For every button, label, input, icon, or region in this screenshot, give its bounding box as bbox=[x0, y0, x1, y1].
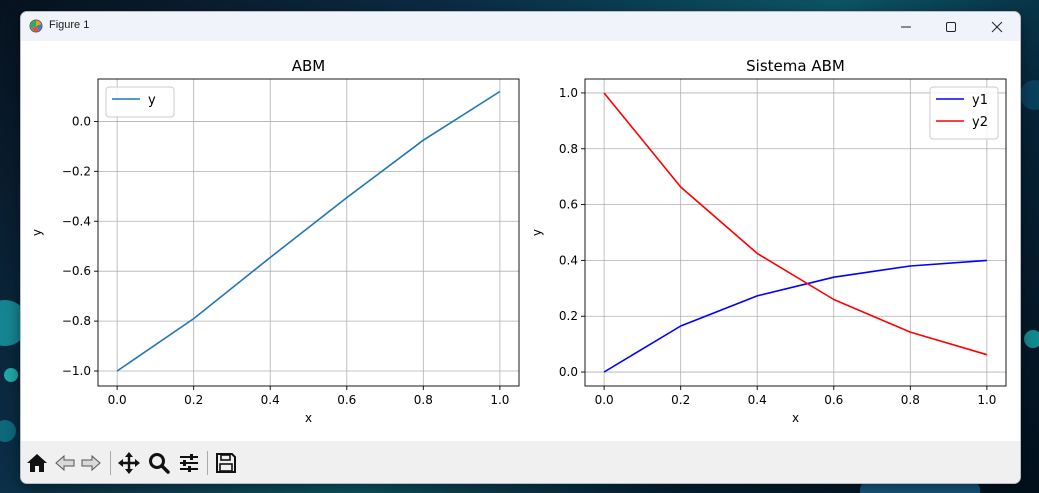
figure-window: Figure 1 0.0 0.2 0.4 0.6 0.8 1.0 −1.0 −0.8 −0.6 −… bbox=[20, 11, 1021, 484]
subplot-1: 0.0 0.2 0.4 0.6 0.8 1.0 −1.0 −0.8 −0.6 −0.4 −0.2 0.… bbox=[30, 57, 520, 425]
y-tick-label: 0.0 bbox=[559, 365, 578, 379]
forward-arrow-icon bbox=[81, 454, 101, 472]
series-line-y2 bbox=[603, 92, 988, 356]
wallpaper-shape bbox=[4, 368, 18, 382]
home-button[interactable] bbox=[25, 451, 49, 475]
y-axis-label: y bbox=[30, 229, 44, 236]
minimize-button[interactable] bbox=[883, 12, 929, 41]
legend-label-y1: y1 bbox=[972, 93, 988, 108]
chart-title: Sistema ABM bbox=[746, 57, 845, 75]
y-tick-label: −0.6 bbox=[62, 264, 91, 278]
y-tick-label: 0.4 bbox=[559, 253, 578, 267]
x-tick-label: 0.4 bbox=[748, 393, 767, 407]
chart-title: ABM bbox=[292, 57, 326, 75]
x-tick-label: 1.0 bbox=[977, 393, 996, 407]
configure-subplots-icon bbox=[180, 454, 198, 472]
matplotlib-app-icon bbox=[29, 19, 43, 33]
toolbar-separator bbox=[207, 451, 208, 475]
toolbar-separator bbox=[110, 451, 111, 475]
configure-subplots-button[interactable] bbox=[177, 451, 201, 475]
back-arrow-icon bbox=[55, 454, 75, 472]
navigation-toolbar bbox=[21, 441, 1020, 483]
x-tick-label: 0.8 bbox=[414, 393, 433, 407]
y-tick-label: 1.0 bbox=[559, 86, 578, 100]
window-title: Figure 1 bbox=[49, 19, 90, 31]
figure-plots[interactable]: 0.0 0.2 0.4 0.6 0.8 1.0 −1.0 −0.8 −0.6 −0.4 −0.2 0.… bbox=[21, 41, 1020, 441]
wallpaper-shape bbox=[1020, 80, 1039, 110]
wallpaper-shape bbox=[1024, 330, 1039, 348]
forward-button[interactable] bbox=[79, 451, 103, 475]
y-tick-label: 0.2 bbox=[559, 309, 578, 323]
axes-frame bbox=[97, 78, 520, 387]
x-tick-label: 0.6 bbox=[337, 393, 356, 407]
maximize-icon bbox=[946, 22, 956, 32]
legend: y bbox=[105, 86, 175, 118]
x-tick-label: 0.6 bbox=[824, 393, 843, 407]
back-button[interactable] bbox=[53, 451, 77, 475]
subplot-2: 0.0 0.2 0.4 0.6 0.8 1.0 0.0 0.2 0.4 0.6 0.8 1.0 Sist… bbox=[530, 57, 1007, 425]
minimize-icon bbox=[901, 26, 911, 28]
y-axis-label: y bbox=[530, 229, 544, 236]
title-bar[interactable]: Figure 1 bbox=[21, 12, 1020, 41]
maximize-button[interactable] bbox=[928, 12, 974, 41]
series-line-y bbox=[116, 90, 501, 372]
y-tick-label: −0.2 bbox=[62, 164, 91, 178]
close-icon bbox=[991, 21, 1003, 33]
save-button[interactable] bbox=[214, 451, 238, 475]
x-axis-label: x bbox=[305, 411, 312, 425]
legend-box bbox=[929, 86, 999, 140]
y-tick-label: −0.4 bbox=[62, 214, 91, 228]
x-tick-label: 0.2 bbox=[184, 393, 203, 407]
y-tick-label: −1.0 bbox=[62, 364, 91, 378]
legend-box bbox=[105, 86, 175, 118]
x-tick-label: 0.0 bbox=[595, 393, 614, 407]
wallpaper-shape bbox=[860, 483, 980, 493]
legend-label-y: y bbox=[148, 93, 156, 108]
figure-canvas[interactable]: 0.0 0.2 0.4 0.6 0.8 1.0 −1.0 −0.8 −0.6 −0.4 −0.2 0.… bbox=[21, 41, 1020, 441]
x-tick-label: 1.0 bbox=[490, 393, 509, 407]
home-icon bbox=[27, 454, 47, 472]
y-tick-label: 0.0 bbox=[72, 114, 91, 128]
legend-label-y2: y2 bbox=[972, 115, 988, 130]
axes-frame bbox=[584, 78, 1007, 387]
x-tick-label: 0.4 bbox=[261, 393, 280, 407]
y-tick-label: 0.8 bbox=[559, 142, 578, 156]
x-tick-label: 0.8 bbox=[901, 393, 920, 407]
save-floppy-icon bbox=[216, 453, 236, 473]
y-tick-label: −0.8 bbox=[62, 314, 91, 328]
y-tick-label: 0.6 bbox=[559, 198, 578, 212]
pan-move-icon bbox=[118, 452, 140, 474]
x-tick-label: 0.0 bbox=[108, 393, 127, 407]
close-button[interactable] bbox=[974, 12, 1020, 41]
zoom-button[interactable] bbox=[147, 451, 171, 475]
zoom-magnifier-icon bbox=[149, 453, 170, 474]
pan-button[interactable] bbox=[117, 451, 141, 475]
x-axis-label: x bbox=[792, 411, 799, 425]
series-line-y1 bbox=[603, 259, 987, 373]
x-tick-label: 0.2 bbox=[671, 393, 690, 407]
wallpaper-shape bbox=[0, 420, 16, 442]
